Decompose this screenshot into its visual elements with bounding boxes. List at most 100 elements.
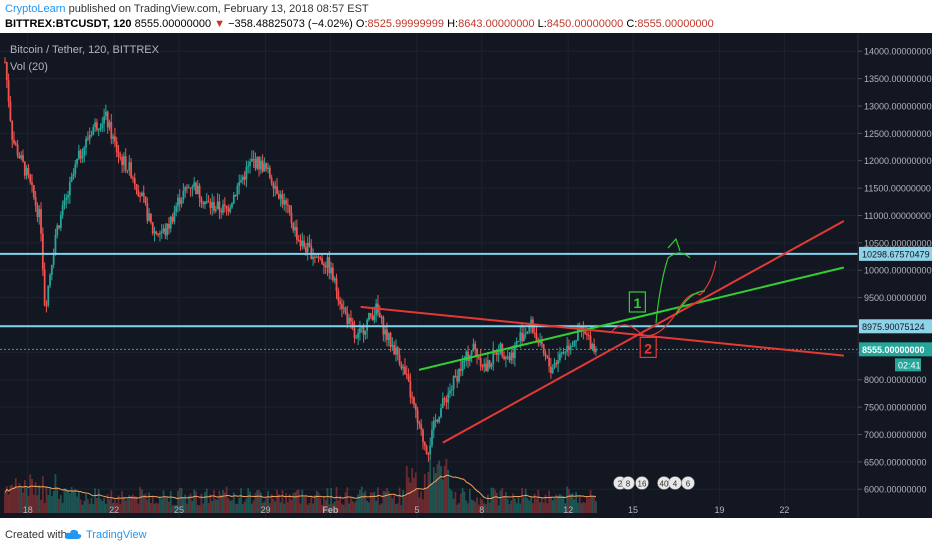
volume-bar bbox=[553, 498, 556, 513]
last-price: 8555.00000000 bbox=[134, 18, 212, 30]
y-tick-label: 8000.00000000 bbox=[864, 375, 927, 385]
event-badge bbox=[621, 476, 635, 490]
legend-title: Bitcoin / Tether, 120, BITTREX bbox=[10, 44, 160, 56]
candle-body bbox=[180, 199, 183, 205]
candle-body bbox=[566, 345, 569, 352]
candle-body bbox=[357, 332, 360, 338]
candle-body bbox=[20, 155, 23, 159]
candle-body bbox=[86, 138, 89, 140]
candle-body bbox=[422, 429, 424, 443]
candle-body bbox=[591, 343, 594, 350]
volume-bar bbox=[123, 497, 125, 513]
candle-body bbox=[575, 340, 578, 342]
candle-body bbox=[546, 356, 549, 358]
volume-bar bbox=[225, 486, 228, 513]
candle-body bbox=[476, 349, 478, 357]
volume-bar bbox=[290, 499, 293, 513]
volume-bar bbox=[368, 502, 370, 513]
candle-body bbox=[373, 314, 376, 321]
candle-body bbox=[540, 339, 543, 345]
candle-body bbox=[196, 185, 199, 195]
volume-bar bbox=[115, 503, 118, 513]
volume-bar bbox=[459, 493, 462, 513]
candle-body bbox=[173, 211, 176, 222]
volume-bar bbox=[425, 487, 428, 513]
volume-bar bbox=[216, 499, 219, 513]
volume-bar bbox=[452, 498, 455, 513]
volume-bar bbox=[533, 493, 536, 513]
volume-bar bbox=[177, 490, 179, 513]
x-tick-label: 18 bbox=[23, 505, 33, 515]
volume-bar bbox=[445, 458, 448, 513]
candle-body bbox=[123, 156, 125, 165]
tradingview-link[interactable]: TradingView bbox=[86, 529, 147, 541]
volume-bar bbox=[209, 494, 212, 513]
candle-body bbox=[49, 274, 51, 286]
volume-bar bbox=[373, 491, 376, 513]
volume-bar bbox=[550, 496, 552, 513]
candle-body bbox=[110, 122, 113, 139]
candle-body bbox=[159, 233, 161, 235]
candle-body bbox=[380, 316, 383, 318]
volume-bar bbox=[61, 503, 64, 513]
candle-body bbox=[90, 135, 93, 137]
candle-body bbox=[254, 159, 257, 169]
volume-bar bbox=[263, 501, 266, 513]
volume-bar bbox=[355, 500, 358, 513]
candle-body bbox=[402, 366, 405, 369]
candle-body bbox=[114, 136, 116, 142]
volume-bar bbox=[546, 503, 549, 513]
close-value: 8555.00000000 bbox=[637, 18, 714, 30]
volume-bar bbox=[416, 489, 419, 513]
trendline-uptrend-green bbox=[418, 266, 845, 371]
candle-body bbox=[294, 227, 296, 231]
volume-bar bbox=[360, 486, 363, 513]
price-chart[interactable]: 12 2 8 16 40 4 6 6000.000000006500.0000000070… bbox=[0, 33, 932, 518]
volume-bar bbox=[562, 496, 565, 513]
candle-body bbox=[486, 360, 489, 371]
volume-indicator-label: Vol (20) bbox=[10, 61, 48, 73]
candle-body bbox=[391, 344, 394, 347]
candle-body bbox=[431, 429, 433, 446]
volume-bar bbox=[438, 460, 441, 513]
volume-bar bbox=[186, 503, 188, 513]
candle-body bbox=[52, 252, 55, 265]
volume-bar bbox=[146, 499, 149, 513]
level-price-label: 8975.90075124 bbox=[862, 322, 925, 332]
candle-body bbox=[440, 408, 442, 418]
volume-bar bbox=[285, 493, 287, 513]
candle-body bbox=[313, 256, 316, 258]
volume-bar bbox=[569, 494, 572, 513]
candle-body bbox=[249, 161, 251, 166]
candle-body bbox=[366, 319, 369, 331]
trendline-triangle-upper bbox=[360, 305, 844, 357]
candle-body bbox=[544, 353, 547, 357]
annotation-box bbox=[639, 336, 657, 359]
candle-body bbox=[450, 389, 453, 391]
candle-body bbox=[395, 347, 397, 355]
candle-body bbox=[427, 453, 430, 455]
volume-bar bbox=[531, 503, 534, 513]
candle-body bbox=[229, 207, 232, 212]
volume-bar bbox=[245, 498, 248, 513]
volume-bar bbox=[544, 494, 547, 513]
annotation-box bbox=[628, 291, 646, 313]
candle-body bbox=[306, 242, 309, 253]
candle-body bbox=[459, 368, 462, 371]
volume-bar bbox=[195, 491, 197, 513]
volume-bar bbox=[159, 496, 161, 513]
event-badge-count: 4 bbox=[673, 480, 678, 489]
volume-bar bbox=[205, 488, 208, 513]
candle-body bbox=[303, 240, 305, 248]
candle-body bbox=[342, 307, 345, 309]
volume-bar bbox=[90, 497, 93, 513]
candle-body bbox=[150, 213, 152, 223]
volume-bar bbox=[346, 487, 349, 513]
volume-bar bbox=[252, 500, 255, 513]
author-link[interactable]: CryptoLearn bbox=[5, 3, 66, 15]
candle-body bbox=[236, 185, 239, 196]
volume-bar bbox=[440, 466, 442, 513]
volume-bar bbox=[31, 479, 33, 513]
volume-bar bbox=[517, 497, 520, 513]
